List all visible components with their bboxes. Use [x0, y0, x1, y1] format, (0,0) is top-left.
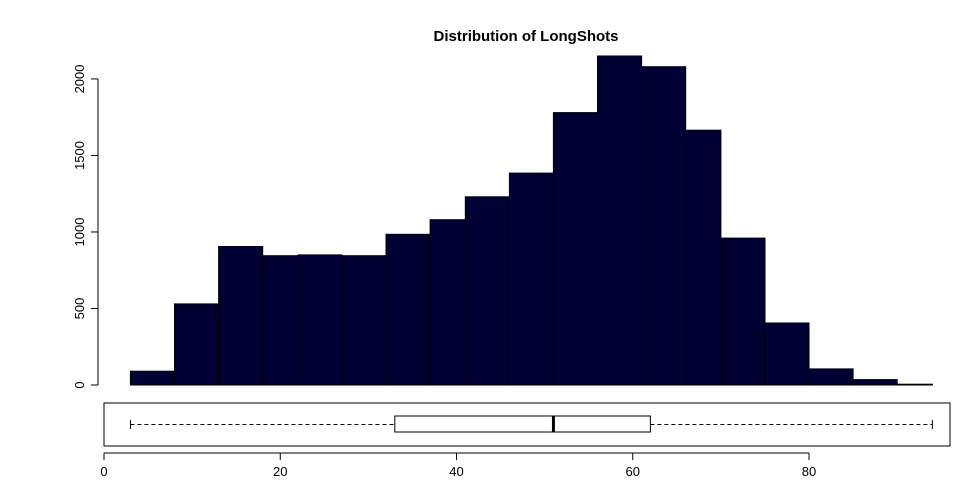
histogram-bar — [429, 219, 466, 386]
y-tick-label: 1000 — [72, 218, 87, 247]
histogram-bar — [597, 55, 643, 386]
histogram-bar — [896, 383, 933, 386]
histogram-bars — [129, 55, 933, 386]
y-tick-label: 1500 — [72, 141, 87, 170]
histogram-bar — [129, 370, 175, 386]
histogram-bar — [508, 172, 554, 386]
histogram-bar — [262, 255, 299, 386]
histogram-bar — [641, 66, 687, 386]
y-tick-label: 500 — [72, 298, 87, 320]
histogram-bar — [764, 322, 810, 386]
histogram-bar — [552, 112, 599, 386]
x-tick-label: 40 — [449, 464, 463, 479]
boxplot-box — [394, 415, 651, 433]
histogram-bar — [464, 196, 510, 386]
boxplot-frame — [103, 402, 951, 447]
histogram-bar — [852, 379, 898, 386]
y-tick-label: 2000 — [72, 64, 87, 93]
y-axis: 0 500 1000 1500 2000 — [72, 64, 99, 389]
x-tick-label: 20 — [273, 464, 287, 479]
histogram-bar — [174, 303, 220, 386]
histogram-bar — [385, 233, 431, 386]
histogram-bar — [720, 237, 766, 386]
x-tick-label: 80 — [802, 464, 816, 479]
chart-title: Distribution of LongShots — [434, 28, 619, 45]
histogram-bar — [808, 368, 854, 386]
histogram-bar — [341, 255, 387, 386]
histogram-bar — [685, 129, 722, 386]
boxplot — [129, 415, 933, 433]
x-tick-label: 0 — [100, 464, 107, 479]
x-tick-label: 60 — [626, 464, 640, 479]
histogram-bar — [297, 254, 343, 386]
x-axis: 0 20 40 60 80 — [100, 452, 816, 479]
y-tick-label: 0 — [72, 381, 87, 388]
histogram-bar — [218, 246, 264, 386]
